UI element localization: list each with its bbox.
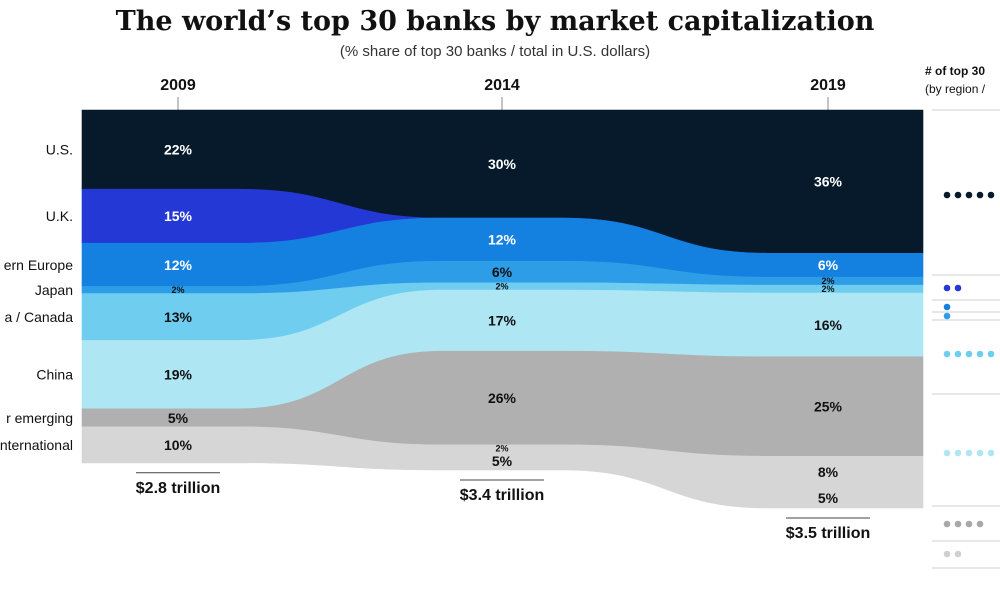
value-label: 6% [492,264,513,280]
area-bands [81,109,924,509]
bank-dot [954,284,962,292]
year-label-2014: 2014 [484,77,520,94]
bank-dot [943,312,951,320]
bank-dot [943,191,951,199]
value-label: 2% [171,285,184,295]
region-label: r emerging [6,410,73,426]
value-label: 5% [818,490,839,506]
value-label: 8% [818,464,839,480]
total-labels: $2.8 trillion $3.4 trillion $3.5 trillion [136,472,870,542]
bank-dot [954,520,962,528]
value-label: 6% [818,257,839,273]
value-label: 10% [164,437,193,453]
year-label-2009: 2009 [160,77,196,94]
side-panel-subtitle: (by region / [925,82,986,96]
year-headers: 2009 2014 2019 [160,77,846,110]
bank-dot [976,350,984,358]
bank-dot [987,191,995,199]
value-label: 12% [164,257,193,273]
region-labels: U.S. U.K. ern Europe Japan a / Canada China r … [0,142,73,453]
region-label: nternational [0,437,73,453]
bank-dot [987,350,995,358]
region-label: ern Europe [4,257,73,273]
total-label-2014: $3.4 trillion [460,487,544,504]
chart-subtitle: (% share of top 30 banks / total in U.S.… [340,43,650,60]
region-label: a / Canada [5,309,74,325]
value-label: 2% [821,276,834,286]
bank-dot [943,520,951,528]
value-label: 19% [164,367,193,383]
bank-dot [954,191,962,199]
bank-dot [954,350,962,358]
value-label: 15% [164,208,193,224]
value-label: 2% [495,281,508,291]
value-label: 5% [492,453,513,469]
region-label: U.S. [46,142,73,158]
total-label-2009: $2.8 trillion [136,480,220,497]
value-labels: 22%30%36%15%12%12%6%2%6%2%13%2% 2%19%17% 1… [164,142,843,506]
value-label: 30% [488,156,517,172]
value-label: 5% [168,410,189,426]
bank-dot [965,449,973,457]
region-label: China [36,367,73,383]
bank-dot [976,520,984,528]
total-label-2019: $3.5 trillion [786,525,870,542]
value-label: 2% [821,284,834,294]
region-label: U.K. [46,208,73,224]
bank-dot [943,303,951,311]
value-label: 22% [164,142,193,158]
bank-dot [965,520,973,528]
bank-dot [965,191,973,199]
band-extra [82,451,924,509]
value-label: 26% [488,390,517,406]
year-label-2019: 2019 [810,77,846,94]
value-label: 36% [814,174,843,190]
value-label: 17% [488,313,517,329]
bank-dot [976,191,984,199]
value-label: 12% [488,232,517,248]
bank-dot [954,449,962,457]
side-panel-title: # of top 30 [925,64,985,78]
side-panel: # of top 30 (by region / [925,64,1000,569]
value-label: 13% [164,309,193,325]
value-label: 16% [814,317,843,333]
bank-dot [965,350,973,358]
bank-dot [943,449,951,457]
bank-dot [987,449,995,457]
value-label: 25% [814,399,843,415]
bank-dot [943,284,951,292]
region-label: Japan [35,282,73,298]
chart-title: The world’s top 30 banks by market capit… [116,6,875,37]
bank-dot [976,449,984,457]
bank-dot [943,550,951,558]
bank-dot [954,550,962,558]
value-label: 2% [495,443,508,453]
bank-dot [943,350,951,358]
